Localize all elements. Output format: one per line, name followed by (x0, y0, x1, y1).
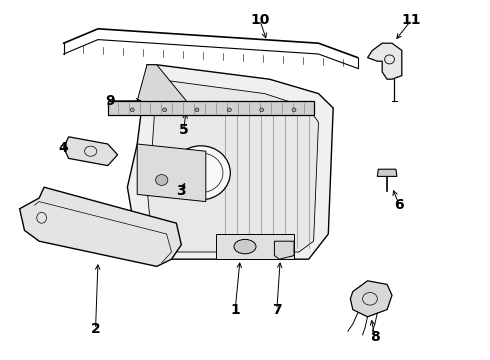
Text: 3: 3 (176, 184, 186, 198)
Ellipse shape (172, 146, 230, 200)
Ellipse shape (234, 239, 256, 254)
Ellipse shape (227, 108, 231, 112)
Polygon shape (137, 144, 206, 202)
Ellipse shape (292, 108, 296, 112)
Text: 4: 4 (59, 141, 69, 154)
Polygon shape (147, 79, 318, 252)
Polygon shape (108, 101, 314, 115)
Ellipse shape (260, 108, 264, 112)
Polygon shape (216, 234, 294, 259)
Polygon shape (274, 241, 294, 259)
Text: 11: 11 (402, 13, 421, 27)
Text: 7: 7 (272, 303, 282, 316)
Text: 6: 6 (394, 198, 404, 212)
Text: 2: 2 (91, 323, 100, 336)
Ellipse shape (156, 175, 168, 185)
Polygon shape (137, 65, 186, 108)
Text: 8: 8 (370, 330, 380, 343)
Polygon shape (64, 137, 118, 166)
Ellipse shape (130, 108, 134, 112)
Ellipse shape (195, 108, 199, 112)
Text: 5: 5 (179, 123, 189, 136)
Text: 9: 9 (105, 94, 115, 108)
Polygon shape (368, 43, 402, 79)
Polygon shape (20, 187, 181, 266)
Text: 1: 1 (230, 303, 240, 316)
Polygon shape (377, 169, 397, 176)
Polygon shape (350, 281, 392, 317)
Ellipse shape (149, 96, 160, 105)
Text: 10: 10 (250, 13, 270, 27)
Polygon shape (127, 65, 333, 259)
Ellipse shape (152, 99, 157, 103)
Ellipse shape (163, 108, 167, 112)
